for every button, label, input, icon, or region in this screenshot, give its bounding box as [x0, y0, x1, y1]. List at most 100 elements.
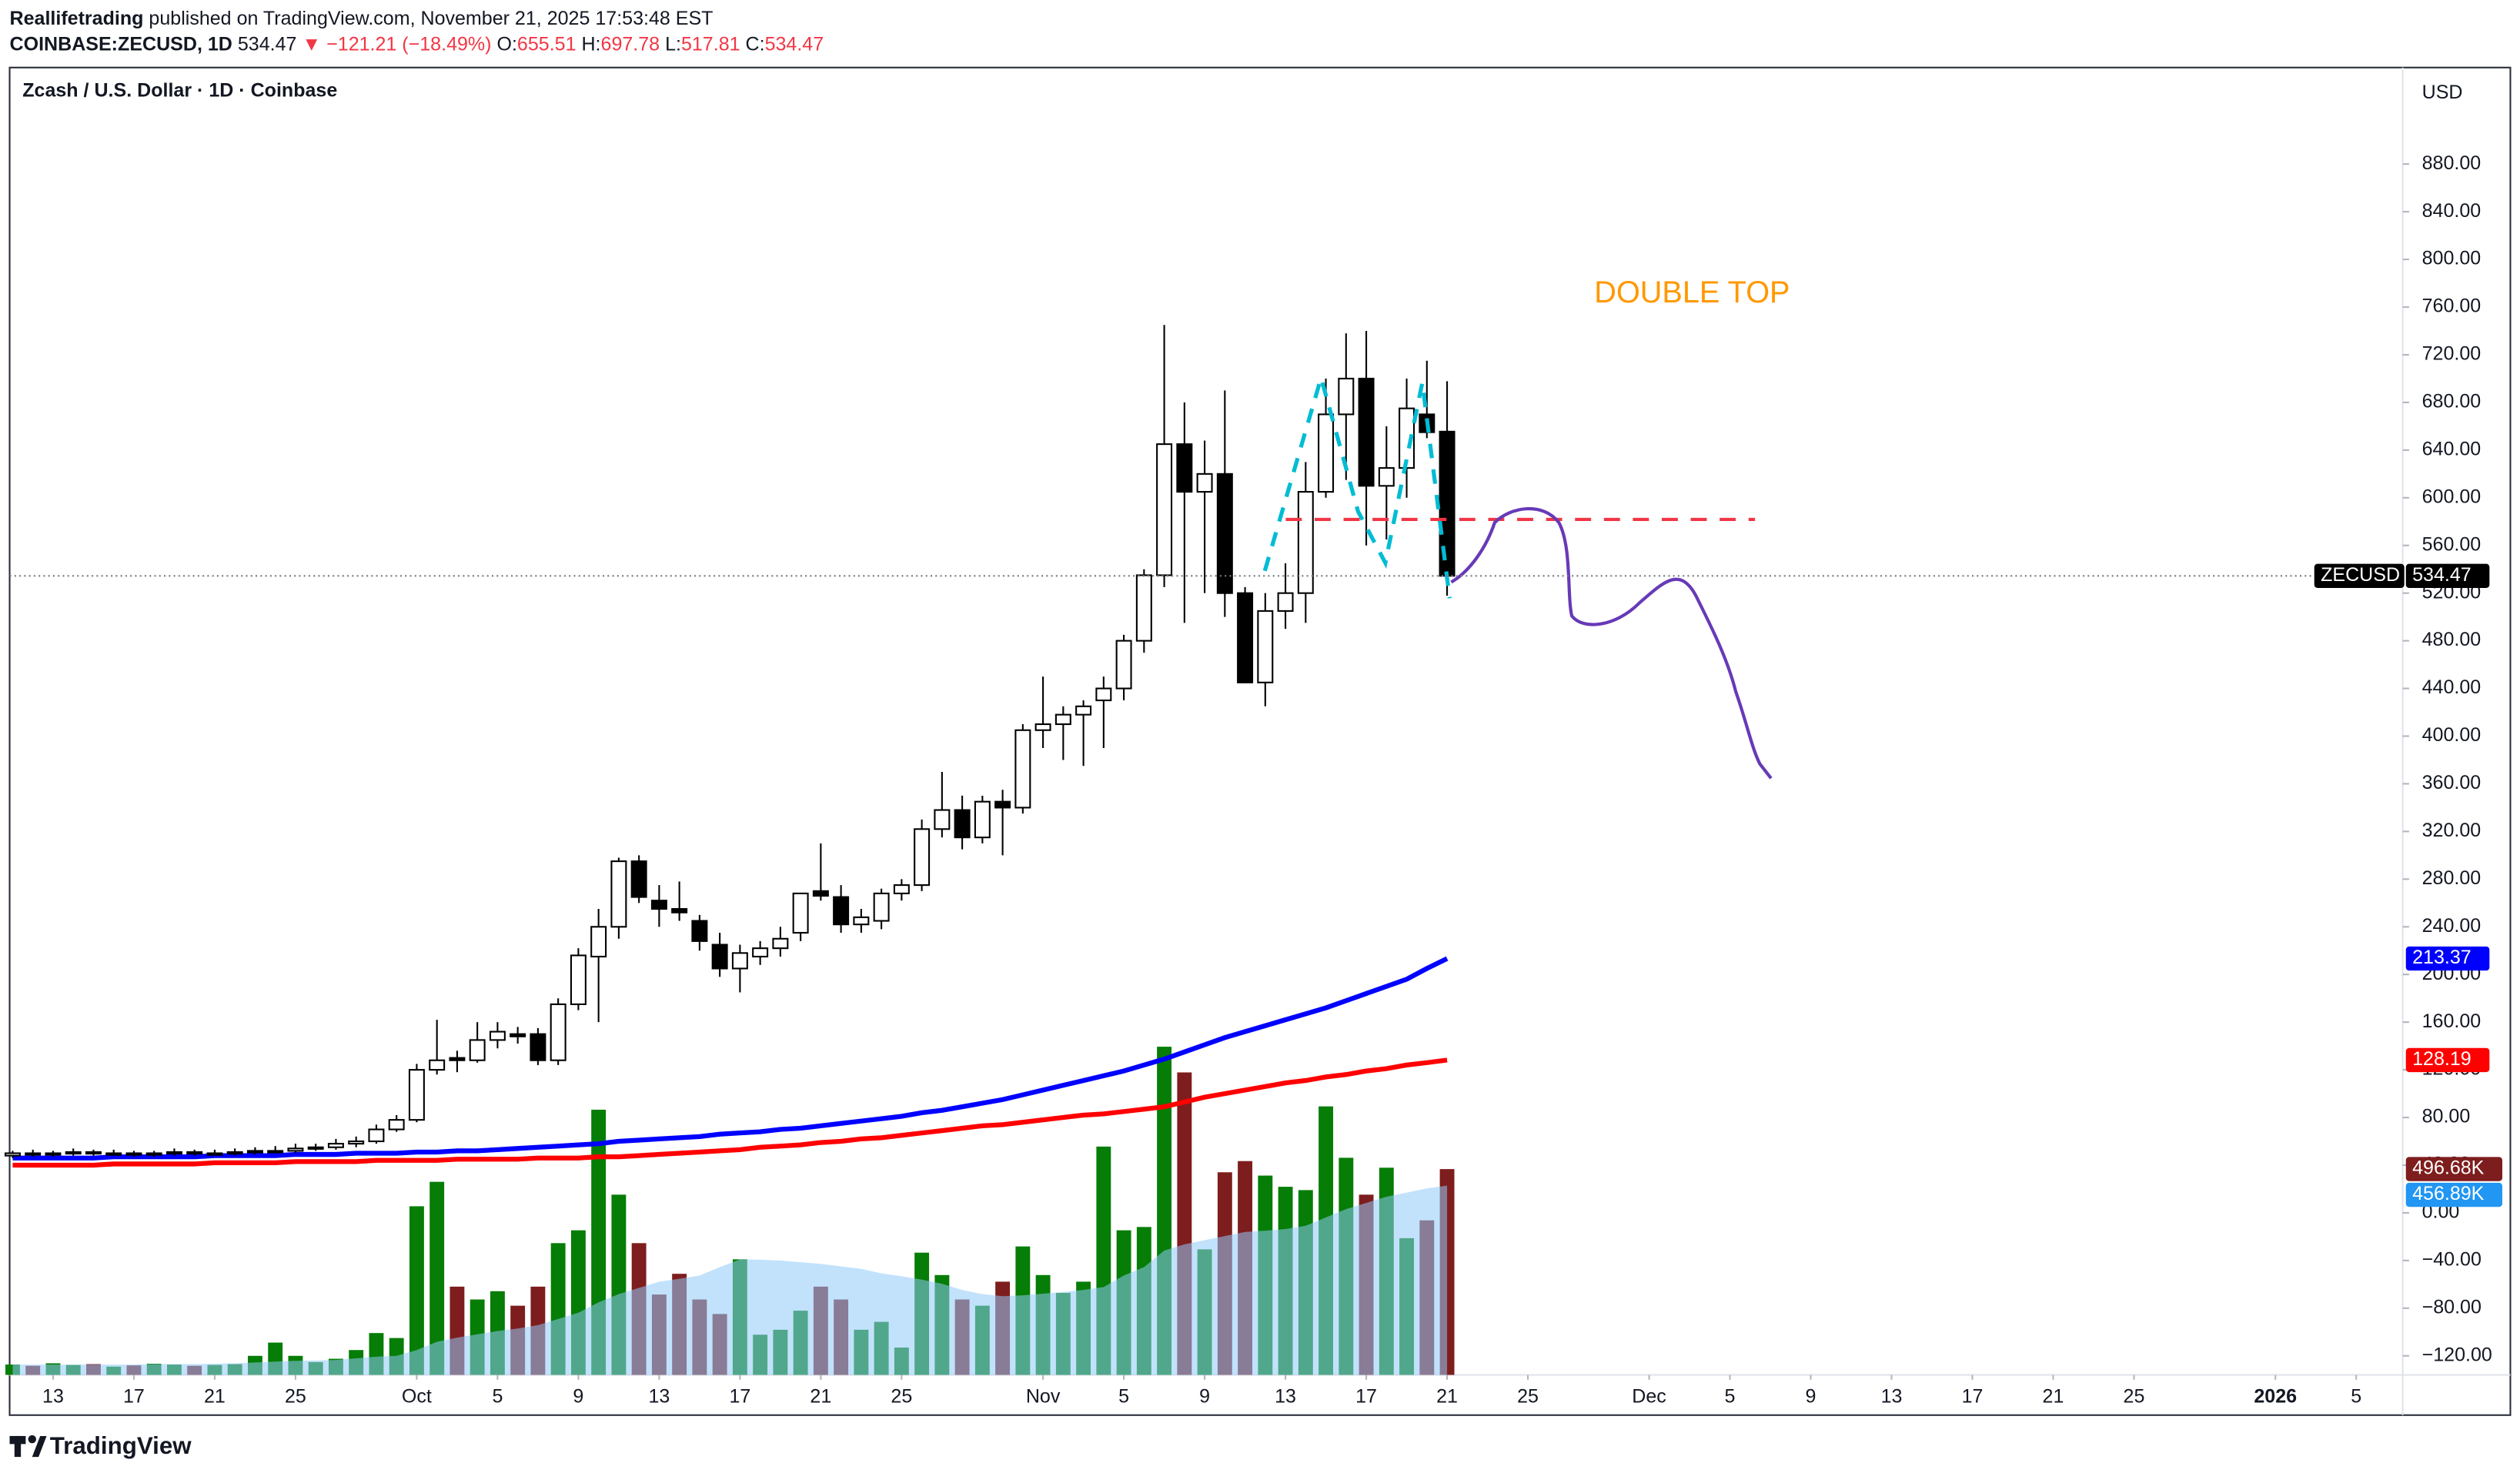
candle-body [974, 800, 991, 839]
candle-body [1014, 729, 1031, 809]
candle-body [287, 1147, 304, 1152]
candle-body [388, 1119, 405, 1131]
symbol-tag: ZECUSD [2321, 564, 2400, 586]
symbol-line: COINBASE:ZECUSD, 1D [10, 33, 232, 55]
candle-body [650, 900, 667, 910]
candle-body [1176, 443, 1193, 493]
x-tick-label: 5 [1118, 1385, 1129, 1407]
candle-layer [4, 325, 1456, 1158]
candle-body [914, 828, 931, 887]
candle-body [408, 1069, 425, 1121]
y-tick-label: 400.00 [2422, 724, 2482, 746]
candle-body [934, 809, 951, 830]
y-tick-label: 600.00 [2422, 486, 2482, 507]
x-tick-label: 21 [1436, 1385, 1458, 1407]
candle-body [105, 1152, 122, 1156]
x-tick-label: 17 [1962, 1385, 1984, 1407]
candle-body [348, 1140, 365, 1145]
ohlc-label: C: [746, 33, 765, 55]
x-tick-label: 5 [2351, 1385, 2361, 1407]
y-tick-label: 480.00 [2422, 629, 2482, 650]
candle-body [25, 1152, 42, 1156]
candle-body [1297, 491, 1314, 594]
candle-body [752, 947, 769, 958]
last-price: 534.47 [238, 33, 297, 55]
candle-body [65, 1151, 82, 1155]
candle-body [489, 1030, 506, 1041]
candle-body [1439, 430, 1456, 577]
candle-body [45, 1152, 62, 1156]
candle-body [550, 1003, 566, 1061]
candle-body [1237, 592, 1254, 683]
x-tick-label: 9 [1806, 1385, 1816, 1407]
projection-path [1450, 506, 1773, 780]
ma-tag-bg [2405, 946, 2490, 971]
y-tick-label: −80.00 [2422, 1296, 2482, 1318]
brand: TradingView [50, 1432, 192, 1459]
candle-body [449, 1057, 466, 1061]
x-tick-label: 13 [42, 1385, 64, 1407]
candle-body [1075, 705, 1092, 716]
footer-logo: TradingView [9, 1432, 192, 1459]
candle-body [792, 892, 809, 934]
candle-body [165, 1151, 182, 1155]
y-tick-label: 840.00 [2422, 200, 2482, 222]
candle-body [246, 1150, 263, 1154]
ohlc-value: 517.81 [681, 33, 740, 55]
candle-body [206, 1152, 223, 1156]
y-tick-label: 240.00 [2422, 915, 2482, 937]
candle-body [145, 1152, 162, 1156]
candle-body [630, 860, 647, 898]
candle-body [1358, 377, 1375, 487]
y-tick-label: 880.00 [2422, 152, 2482, 174]
candle-body [1318, 413, 1335, 493]
candle-body [954, 809, 971, 839]
y-tick-label: 280.00 [2422, 867, 2482, 889]
x-tick-label: 13 [1275, 1385, 1296, 1407]
y-tick-label: 720.00 [2422, 343, 2482, 365]
candle-body [1196, 473, 1213, 493]
y-tick-label: 320.00 [2422, 820, 2482, 841]
moving-average [12, 956, 1449, 1161]
header-line-2: COINBASE:ZECUSD, 1D 534.47 ▼ −121.21 (−1… [10, 33, 824, 55]
candle-body [691, 920, 708, 942]
y-tick-label: 160.00 [2422, 1010, 2482, 1032]
candle-body [85, 1151, 102, 1155]
chart-frame [8, 66, 2512, 1416]
price-tag: 534.47 [2412, 564, 2472, 586]
published: published on TradingView.com, November 2… [149, 8, 713, 29]
x-tick-label: 25 [1517, 1385, 1539, 1407]
candle-body [1115, 640, 1132, 690]
candle-body [327, 1143, 344, 1148]
volume-ma-area [12, 1185, 1448, 1375]
logo-mark [28, 1435, 36, 1444]
header-line-1: Reallifetrading published on TradingView… [10, 8, 714, 29]
y-tick-label: 560.00 [2422, 533, 2482, 555]
volume-ma-tag: 456.89K [2412, 1183, 2485, 1204]
moving-average [12, 1057, 1448, 1168]
candle-body [1338, 377, 1355, 416]
candle-body [1135, 574, 1152, 642]
candle-body [226, 1151, 243, 1155]
x-tick-label: 25 [891, 1385, 912, 1407]
volume-ma-tag-bg [2405, 1182, 2503, 1207]
candle-body [1257, 610, 1274, 683]
ohlc-value: 534.47 [765, 33, 824, 55]
candle-body [1378, 467, 1395, 487]
ohlc-label: H: [581, 33, 600, 55]
x-tick-label: 17 [123, 1385, 145, 1407]
price-tag-bg [2405, 563, 2490, 588]
x-tick-label: 9 [573, 1385, 583, 1407]
y-tick-label: −120.00 [2422, 1344, 2492, 1365]
candle-body [833, 896, 850, 926]
y-tick-label: 440.00 [2422, 676, 2482, 698]
candle-body [1156, 443, 1173, 576]
x-tick-label: 21 [810, 1385, 831, 1407]
candle-body [469, 1039, 486, 1061]
currency: USD [2422, 82, 2463, 103]
x-tick-label: Oct [402, 1385, 432, 1407]
y-tick-label: 680.00 [2422, 391, 2482, 413]
y-tick-label: 800.00 [2422, 248, 2482, 269]
candle-body [610, 860, 627, 928]
